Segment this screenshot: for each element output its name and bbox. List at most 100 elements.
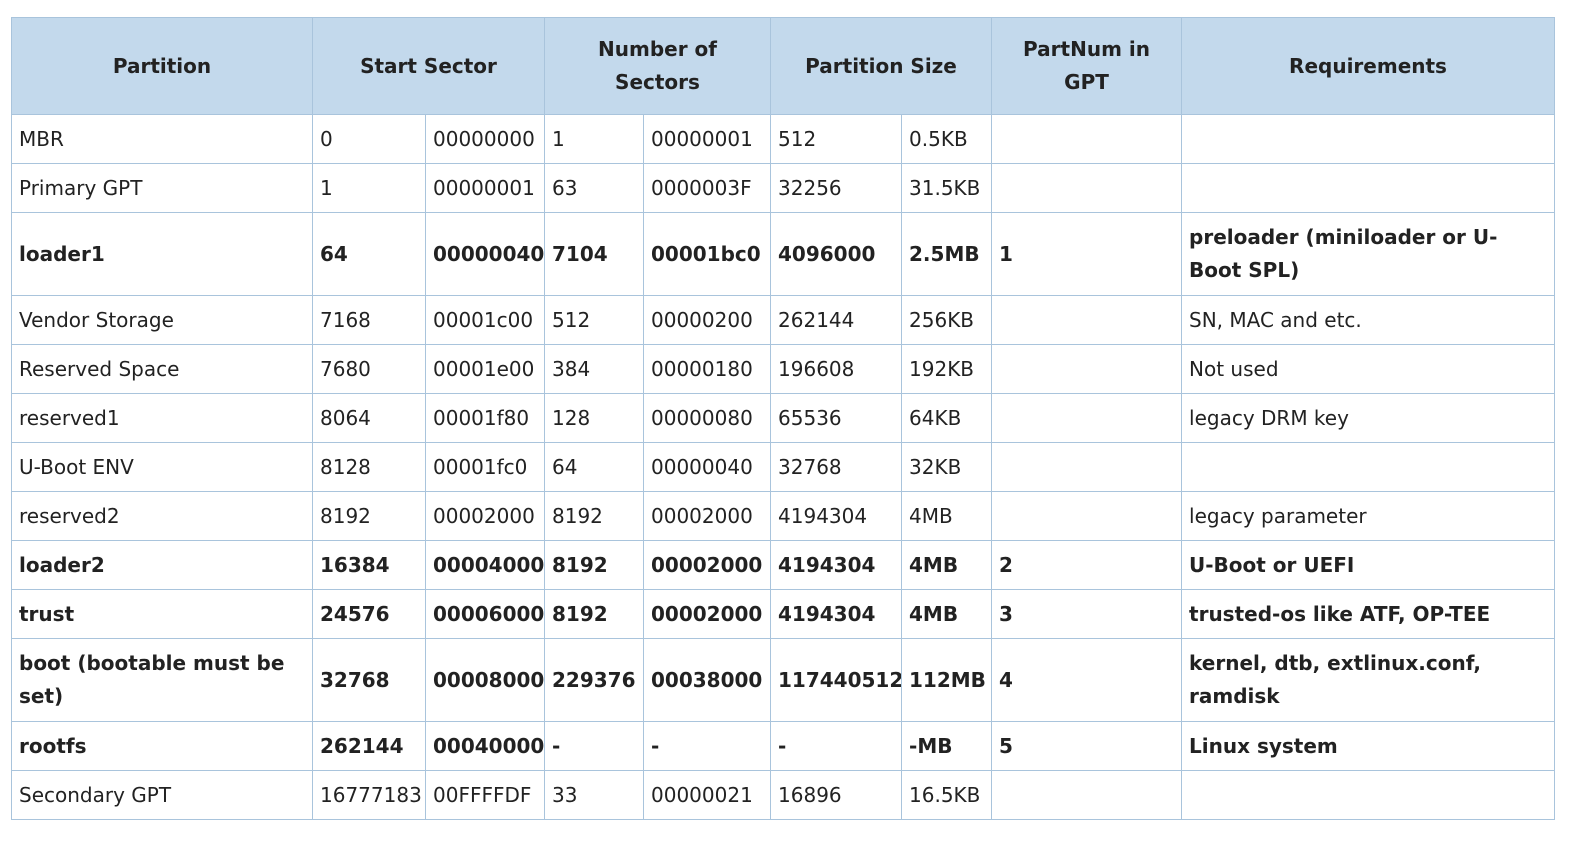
cell-sector-count-dec: 63 [544,163,644,213]
cell-start-sector-hex: 00000001 [425,163,545,213]
table-row: reserved2 8192 00002000 8192 00002000 4194304… [11,491,1556,541]
cell-sector-count-hex: 00000001 [642,114,772,164]
cell-partition-name: reserved2 [11,491,313,541]
cell-size-bytes: 512 [770,114,903,164]
table-row: Primary GPT 1 00000001 63 0000003F 32256 31.5K… [11,163,1556,213]
cell-size-bytes: 117440512 [770,638,903,722]
cell-partnum [991,770,1183,820]
cell-partition-name: U-Boot ENV [11,442,313,492]
table-row: Reserved Space 7680 00001e00 384 00000180 196… [11,344,1556,394]
cell-size-human: 4MB [901,540,993,590]
table-row: U-Boot ENV 8128 00001fc0 64 00000040 32768 32K… [11,442,1556,492]
cell-size-bytes: 262144 [770,295,903,345]
table-body: MBR 0 00000000 1 00000001 512 0.5KB Primary GPT… [11,114,1556,820]
cell-size-bytes: 32768 [770,442,903,492]
cell-sector-count-hex: 00000200 [642,295,772,345]
cell-partnum: 4 [991,638,1183,722]
table-row: loader2 16384 00004000 8192 00002000 4194304 4… [11,540,1556,590]
cell-size-bytes: 4194304 [770,589,903,639]
cell-size-bytes: 32256 [770,163,903,213]
cell-partition-name: loader2 [11,540,313,590]
cell-sector-count-dec: 8192 [544,589,644,639]
cell-sector-count-dec: 1 [544,114,644,164]
cell-partition-name: Vendor Storage [11,295,313,345]
table-row: rootfs 262144 00040000- - - -MB 5 Linux system [11,721,1556,771]
cell-partition-name: rootfs [11,721,313,771]
cell-start-sector-hex: 00001f80 [425,393,545,443]
cell-requirements: trusted-os like ATF, OP-TEE [1181,589,1556,639]
cell-start-sector-dec: 16384 [312,540,426,590]
cell-size-human: 31.5KB [901,163,993,213]
table-row: MBR 0 00000000 1 00000001 512 0.5KB [11,114,1556,164]
cell-requirements: kernel, dtb, extlinux.conf, ramdisk [1181,638,1556,722]
cell-partition-name: MBR [11,114,313,164]
cell-partition-name: reserved1 [11,393,313,443]
cell-partnum [991,163,1183,213]
cell-size-bytes: 196608 [770,344,903,394]
cell-partnum [991,491,1183,541]
table-row: boot (bootable must be set) 32768 00008000… [11,638,1556,722]
cell-start-sector-dec: 16777183 [312,770,426,820]
cell-sector-count-hex: 00002000 [642,589,772,639]
cell-requirements: Linux system [1181,721,1556,771]
cell-start-sector-hex: 00004000 [425,540,545,590]
cell-partnum: 1 [991,212,1183,296]
cell-requirements: U-Boot or UEFI [1181,540,1556,590]
cell-requirements: SN, MAC and etc. [1181,295,1556,345]
cell-size-bytes: 4194304 [770,491,903,541]
cell-start-sector-hex: 00000000 [425,114,545,164]
cell-start-sector-hex: 00000040 [425,212,545,296]
header-requirements: Requirements [1181,17,1556,115]
header-partnum-in-gpt: PartNum in GPT [991,17,1183,115]
partition-table: Partition Start Sector Number of Sectors… [11,17,1556,820]
cell-partition-name: boot (bootable must be set) [11,638,313,722]
header-partition: Partition [11,17,313,115]
cell-size-bytes: 16896 [770,770,903,820]
cell-sector-count-hex: 00000180 [642,344,772,394]
cell-sector-count-hex: 00002000 [642,540,772,590]
cell-requirements [1181,163,1556,213]
cell-requirements: Not used [1181,344,1556,394]
cell-sector-count-dec: 384 [544,344,644,394]
cell-partition-name: Primary GPT [11,163,313,213]
cell-sector-count-hex: 00000040 [642,442,772,492]
cell-partnum [991,442,1183,492]
cell-start-sector-hex: 00001c00 [425,295,545,345]
cell-start-sector-dec: 7168 [312,295,426,345]
cell-size-human: 192KB [901,344,993,394]
cell-start-sector-dec: 1 [312,163,426,213]
cell-size-human: 64KB [901,393,993,443]
cell-sector-count-dec: 229376 [544,638,644,722]
cell-start-sector-dec: 8192 [312,491,426,541]
table-container: Partition Start Sector Number of Sectors… [11,17,1556,820]
cell-size-human: 4MB [901,491,993,541]
cell-size-bytes: 4096000 [770,212,903,296]
cell-start-sector-dec: 7680 [312,344,426,394]
cell-sector-count-hex: 00001bc0 [642,212,772,296]
cell-size-human: 16.5KB [901,770,993,820]
cell-requirements [1181,114,1556,164]
cell-partnum: 5 [991,721,1183,771]
cell-sector-count-hex: 00000080 [642,393,772,443]
cell-size-human: 0.5KB [901,114,993,164]
cell-size-human: 112MB [901,638,993,722]
cell-partnum [991,295,1183,345]
cell-sector-count-dec: 64 [544,442,644,492]
cell-sector-count-hex: - [642,721,772,771]
header-partition-size: Partition Size [770,17,993,115]
table-row: loader1 64 00000040 7104 00001bc0 4096000 2.5M… [11,212,1556,296]
cell-sector-count-hex: 0000003F [642,163,772,213]
cell-sector-count-dec: 7104 [544,212,644,296]
cell-sector-count-dec: 128 [544,393,644,443]
cell-sector-count-hex: 00038000 [642,638,772,722]
cell-start-sector-hex: 00001fc0 [425,442,545,492]
cell-partnum [991,344,1183,394]
cell-start-sector-dec: 262144 [312,721,426,771]
cell-sector-count-dec: - [544,721,644,771]
cell-start-sector-dec: 8128 [312,442,426,492]
cell-size-bytes: 65536 [770,393,903,443]
cell-partition-name: Reserved Space [11,344,313,394]
cell-start-sector-hex: 00001e00 [425,344,545,394]
cell-partition-name: loader1 [11,212,313,296]
cell-size-bytes: - [770,721,903,771]
